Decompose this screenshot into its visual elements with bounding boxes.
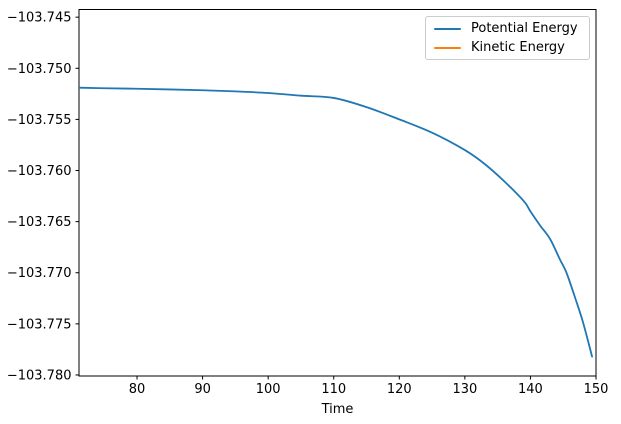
x-tick-label: 150 <box>584 382 609 397</box>
legend-label-potential-energy: Potential Energy <box>471 21 578 36</box>
x-axis-label: Time <box>321 402 354 417</box>
x-tick-label: 110 <box>321 382 346 397</box>
legend-entry-kinetic-energy: Kinetic Energy <box>434 38 581 57</box>
y-tick-label: −103.775 <box>7 317 72 332</box>
potential-energy-line <box>79 86 593 358</box>
legend-entry-potential-energy: Potential Energy <box>434 19 581 38</box>
x-tick-label: 140 <box>518 382 543 397</box>
kinetic-energy-line-swatch-icon <box>434 46 461 49</box>
y-tick-label: −103.760 <box>7 164 72 179</box>
x-tick-label: 120 <box>387 382 412 397</box>
y-tick-label: −103.745 <box>7 11 72 26</box>
axes-frame <box>78 9 597 377</box>
x-tick-label: 100 <box>256 382 281 397</box>
x-tick-label: 90 <box>194 382 211 397</box>
legend: Potential Energy Kinetic Energy <box>425 16 590 60</box>
y-tick-label: −103.755 <box>7 113 72 128</box>
potential-energy-line-swatch-icon <box>434 27 461 30</box>
x-tick-label: 80 <box>129 382 146 397</box>
legend-label-kinetic-energy: Kinetic Energy <box>471 40 565 55</box>
y-tick-label: −103.780 <box>7 368 72 383</box>
y-tick-label: −103.770 <box>7 266 72 281</box>
y-tick-label: −103.750 <box>7 62 72 77</box>
x-tick-label: 130 <box>452 382 477 397</box>
y-tick-label: −103.765 <box>7 215 72 230</box>
